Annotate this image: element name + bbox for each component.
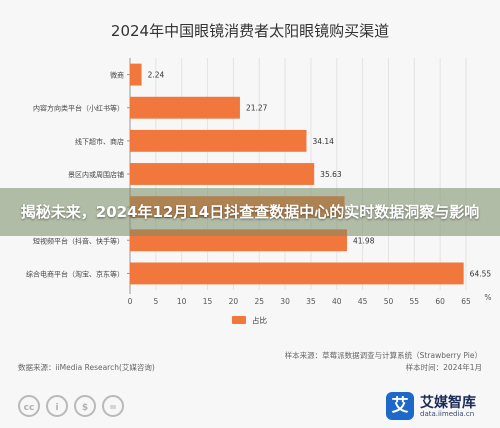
category-label: 微商 [110, 71, 124, 80]
x-tick-label: 40 [332, 297, 342, 306]
data-label: 64.55 [470, 269, 492, 278]
category-label: 综合电商平台（淘宝、京东等） [26, 269, 124, 278]
brand-name[interactable]: 艾媒智库 [420, 395, 476, 411]
x-tick-label: 25 [254, 297, 264, 306]
x-axis-unit: % [484, 293, 491, 302]
category-label: 内容方向类平台（小红书等） [33, 104, 124, 113]
category-label: 景区内或周围店铺 [68, 170, 124, 179]
attribution-icon: i [46, 395, 68, 417]
data-label: 2.24 [148, 71, 165, 80]
x-tick-label: 45 [358, 297, 368, 306]
x-tick-label: 15 [203, 297, 213, 306]
data-label: 21.27 [246, 104, 268, 113]
article-banner [0, 188, 500, 236]
bar [130, 63, 142, 86]
data-source-note: 数据来源：iiMedia Research(艾媒咨询) [18, 363, 155, 372]
article-headline[interactable]: 揭秘未来，2024年12月14日抖查查数据中心的实时数据洞察与影响 [20, 203, 480, 221]
x-tick-label: 0 [128, 297, 133, 306]
brand-logo-icon[interactable]: 艾 [386, 392, 414, 420]
data-label: 41.98 [353, 236, 375, 245]
x-tick-label: 60 [435, 297, 445, 306]
cc-license-icon: cc [18, 395, 40, 417]
x-tick-label: 65 [461, 297, 471, 306]
legend-label: 占比 [252, 315, 267, 325]
sample-period-note: 样本时间：2024年1月 [405, 363, 482, 372]
data-label: 35.63 [320, 170, 342, 179]
x-tick-label: 30 [280, 297, 290, 306]
category-label: 线下超市、商店 [75, 137, 124, 146]
x-tick-label: 5 [153, 297, 158, 306]
x-tick-label: 10 [177, 297, 187, 306]
category-label: 短视频平台（抖音、快手等） [33, 236, 124, 245]
x-tick-label: 55 [410, 297, 420, 306]
data-label: 34.14 [312, 137, 334, 146]
bar [130, 262, 464, 285]
bar [130, 96, 240, 119]
x-tick-label: 20 [229, 297, 239, 306]
x-tick-label: 50 [384, 297, 394, 306]
legend-swatch [232, 316, 246, 324]
brand-url[interactable]: data.iimedia.cn [420, 410, 475, 418]
chart-title: 2024年中国眼镜消费者太阳眼镜购买渠道 [111, 22, 389, 40]
bar [130, 129, 307, 152]
non-commercial-icon: $ [74, 395, 96, 417]
sample-source-note: 样本来源：草莓派数据调查与计算系统（Strawberry Pie） [284, 351, 482, 360]
x-tick-label: 35 [306, 297, 316, 306]
no-derivatives-icon: = [102, 395, 124, 417]
bar [130, 163, 315, 185]
